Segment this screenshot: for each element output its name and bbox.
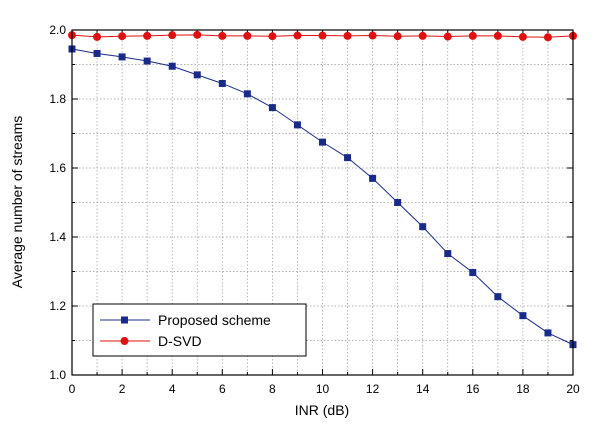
data-point-proposed: [293, 121, 301, 129]
data-point-proposed: [268, 104, 276, 112]
x-tick-label: 0: [69, 382, 76, 396]
legend-label-dsvd: D-SVD: [158, 333, 202, 349]
data-point-proposed: [168, 62, 176, 70]
data-point-proposed: [193, 71, 201, 79]
x-axis-label: INR (dB): [295, 402, 349, 418]
data-point-dsvd: [543, 33, 552, 42]
data-point-dsvd: [518, 32, 527, 41]
data-point-proposed: [519, 312, 527, 320]
data-point-proposed: [243, 90, 251, 98]
legend: Proposed scheme D-SVD: [92, 303, 307, 357]
x-tick-label: 16: [466, 382, 480, 396]
data-point-dsvd: [343, 31, 352, 40]
grid: [72, 30, 573, 375]
x-tick-label: 20: [566, 382, 580, 396]
data-point-proposed: [394, 199, 402, 206]
axis-ticks: 0 2 4 6 8 10 12 14 16 18 20 1.0 1.2 1.4 1.6 1.8 2.0: [49, 23, 580, 396]
data-point-dsvd: [218, 31, 227, 40]
data-point-dsvd: [93, 32, 102, 41]
plot-frame: [71, 29, 574, 376]
data-point-dsvd: [393, 32, 402, 41]
data-point-proposed: [319, 138, 326, 146]
data-point-dsvd: [318, 31, 327, 40]
data-point-dsvd: [443, 32, 452, 41]
y-tick-label: 1.0: [49, 368, 66, 382]
data-point-dsvd: [493, 31, 502, 40]
x-tick-label: 8: [269, 382, 276, 396]
data-point-proposed: [469, 269, 477, 277]
data-point-proposed: [369, 174, 377, 182]
y-tick-label: 1.6: [49, 161, 66, 175]
data-point-dsvd: [268, 32, 277, 41]
y-tick-label: 1.8: [49, 92, 66, 106]
legend-marker-proposed: [121, 316, 128, 324]
x-tick-label: 18: [516, 382, 530, 396]
data-point-proposed: [218, 79, 226, 87]
data-point-dsvd: [468, 31, 477, 40]
data-point-dsvd: [143, 31, 152, 40]
x-tick-label: 2: [119, 382, 126, 396]
data-point-proposed: [344, 154, 352, 162]
data-point-proposed: [494, 293, 502, 301]
x-tick-label: 14: [416, 382, 430, 396]
data-point-dsvd: [293, 31, 302, 40]
legend-label-proposed: Proposed scheme: [158, 312, 271, 328]
data-point-proposed: [93, 49, 101, 57]
data-point-dsvd: [368, 31, 377, 40]
data-point-proposed: [419, 223, 427, 231]
x-tick-label: 10: [316, 382, 330, 396]
data-point-proposed: [118, 53, 126, 61]
x-tick-label: 6: [219, 382, 226, 396]
y-tick-label: 1.4: [49, 230, 66, 244]
data-point-dsvd: [418, 31, 427, 40]
data-point-proposed: [143, 57, 151, 65]
legend-box: [92, 303, 307, 357]
series-layer: [68, 30, 577, 349]
x-tick-label: 12: [366, 382, 380, 396]
data-point-dsvd: [168, 31, 177, 40]
legend-marker-dsvd: [120, 337, 129, 345]
data-point-dsvd: [243, 31, 252, 40]
y-tick-label: 2.0: [49, 23, 66, 37]
data-point-dsvd: [118, 32, 127, 41]
data-point-dsvd: [193, 30, 202, 39]
y-axis-label: Average number of streams: [9, 116, 25, 289]
y-tick-label: 1.2: [49, 299, 66, 313]
data-point-proposed: [544, 329, 552, 337]
x-tick-label: 4: [169, 382, 176, 396]
data-point-proposed: [444, 250, 452, 258]
